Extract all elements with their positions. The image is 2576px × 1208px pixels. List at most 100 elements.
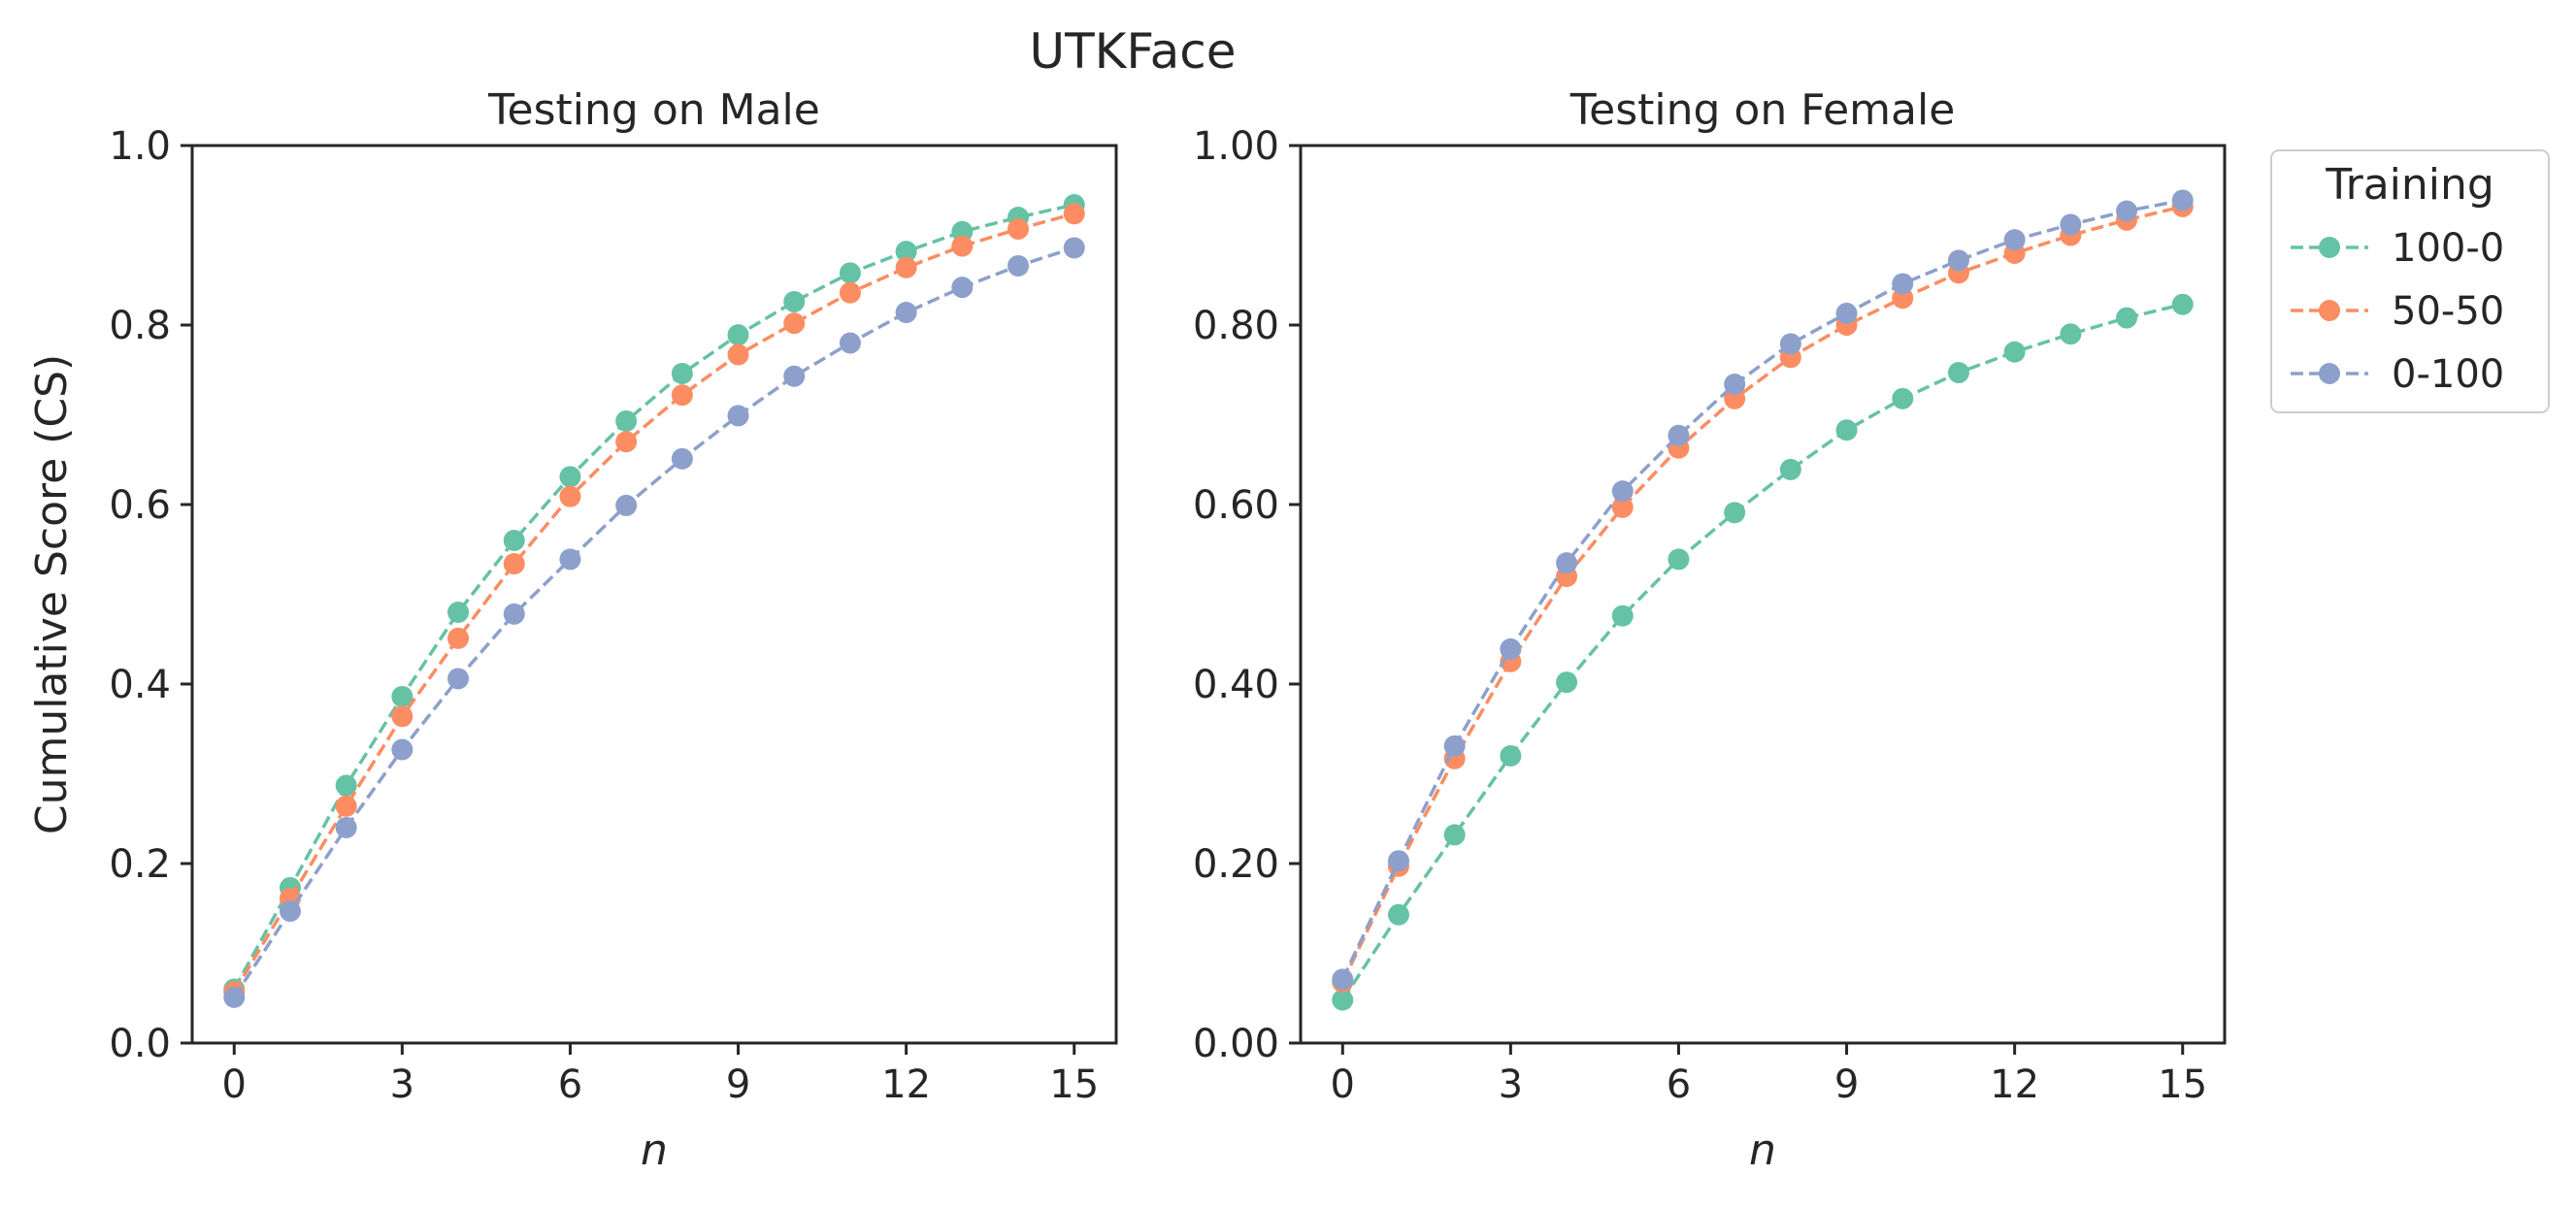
x-tick-label: 9 xyxy=(1834,1062,1859,1107)
data-point-0-100 xyxy=(951,277,974,299)
data-point-50-50 xyxy=(391,705,413,728)
data-point-0-100 xyxy=(2171,189,2194,212)
x-tick-label: 6 xyxy=(558,1062,582,1107)
data-point-100-0 xyxy=(671,362,693,384)
y-tick-label: 0.2 xyxy=(109,842,171,887)
axes-frame xyxy=(190,144,1118,1045)
legend-marker xyxy=(2319,363,2340,384)
axis-ticks: 0 3 6 9 12 15 0.0 0.2 0.4 0.6 0.8 1.0 xyxy=(109,124,1099,1107)
data-point-100-0 xyxy=(2116,307,2138,329)
x-tick-label: 0 xyxy=(1331,1062,1355,1107)
data-point-100-0 xyxy=(1892,387,1914,409)
data-point-0-100 xyxy=(1611,480,1634,503)
x-tick-label: 6 xyxy=(1667,1062,1691,1107)
data-point-100-0 xyxy=(1835,419,1858,441)
axis-ticks: 0 3 6 9 12 15 0.00 0.20 0.40 0.60 0.80 1.00 xyxy=(1193,124,2207,1107)
data-point-100-0 xyxy=(2171,293,2194,315)
series-line-50-50 xyxy=(1340,205,2184,983)
data-point-100-0 xyxy=(783,290,806,312)
data-point-100-0 xyxy=(1611,604,1634,627)
legend-box xyxy=(2270,149,2550,413)
data-point-0-100 xyxy=(895,302,917,324)
data-point-0-100 xyxy=(1668,424,1690,446)
data-point-0-100 xyxy=(783,365,806,387)
x-axis-label: n xyxy=(1749,1126,1776,1175)
data-point-0-100 xyxy=(615,494,638,516)
data-point-0-100 xyxy=(727,405,749,427)
data-point-50-50 xyxy=(671,384,693,407)
data-point-100-0 xyxy=(391,685,413,707)
data-point-100-0 xyxy=(559,466,581,488)
x-tick-label: 3 xyxy=(390,1062,414,1107)
series-line-100-0 xyxy=(1340,303,2184,1001)
data-point-50-50 xyxy=(839,281,861,304)
x-tick-label: 15 xyxy=(1049,1062,1099,1107)
data-point-0-100 xyxy=(671,447,693,470)
data-point-0-100 xyxy=(1556,552,1578,574)
data-point-50-50 xyxy=(503,553,525,575)
data-point-0-100 xyxy=(447,668,470,690)
subplot-testing-on-female: Testing on Female 0 3 6 9 12 15 0.00 0.20 0.40 0.… xyxy=(1193,85,2227,1175)
data-point-0-100 xyxy=(1724,374,1746,396)
legend-label: 100-0 xyxy=(2392,226,2504,271)
data-point-0-100 xyxy=(391,738,413,761)
data-point-50-50 xyxy=(895,256,917,278)
x-tick-label: 3 xyxy=(1499,1062,1523,1107)
data-point-0-100 xyxy=(2116,200,2138,222)
data-point-0-100 xyxy=(1500,637,1522,660)
data-point-100-0 xyxy=(895,241,917,263)
y-tick-label: 0.80 xyxy=(1193,304,1279,348)
data-point-100-0 xyxy=(447,602,470,623)
legend-entries: 100-0 50-50 0-100 xyxy=(2291,226,2504,397)
series-line-0-100 xyxy=(232,245,1075,998)
y-tick-label: 0.4 xyxy=(109,663,171,707)
series-group xyxy=(223,194,1085,1008)
data-point-0-100 xyxy=(839,332,861,354)
data-point-50-50 xyxy=(783,312,806,335)
data-point-100-0 xyxy=(1779,458,1801,480)
data-point-100-0 xyxy=(503,530,525,551)
y-axis-label: Cumulative Score (CS) xyxy=(27,354,77,834)
data-point-0-100 xyxy=(1063,237,1085,259)
data-point-0-100 xyxy=(1892,273,1914,295)
data-point-0-100 xyxy=(1835,302,1858,324)
data-point-100-0 xyxy=(335,774,357,797)
legend-label: 50-50 xyxy=(2392,289,2504,334)
data-point-0-100 xyxy=(1387,850,1409,872)
data-point-100-0 xyxy=(1556,671,1578,694)
data-point-0-100 xyxy=(1779,333,1801,355)
subplot-title: Testing on Female xyxy=(1569,85,1956,135)
y-tick-label: 0.6 xyxy=(109,483,171,528)
subplot-testing-on-male: Testing on Male 0 3 6 9 12 15 0.0 0.2 0.4 0.6 0.8 1… xyxy=(27,85,1118,1175)
series-group xyxy=(1332,189,2194,1011)
y-tick-label: 0.8 xyxy=(109,304,171,348)
x-axis-label: n xyxy=(641,1126,668,1175)
data-point-50-50 xyxy=(1611,496,1634,518)
subplot-title: Testing on Male xyxy=(487,85,820,135)
data-point-0-100 xyxy=(1443,735,1466,757)
y-tick-label: 1.0 xyxy=(109,124,171,169)
legend: Training 100-0 50-50 0-100 xyxy=(2270,149,2550,413)
x-tick-label: 12 xyxy=(881,1062,931,1107)
y-tick-label: 0.40 xyxy=(1193,663,1279,707)
legend-marker xyxy=(2319,300,2340,321)
data-point-100-0 xyxy=(1947,362,1969,384)
data-point-0-100 xyxy=(335,817,357,838)
data-point-50-50 xyxy=(951,235,974,257)
data-point-100-0 xyxy=(2003,341,2026,363)
data-point-50-50 xyxy=(559,485,581,507)
x-tick-label: 12 xyxy=(1990,1062,2039,1107)
data-point-50-50 xyxy=(1063,203,1085,225)
y-tick-label: 0.00 xyxy=(1193,1022,1279,1066)
data-point-100-0 xyxy=(1443,824,1466,846)
data-point-100-0 xyxy=(1500,745,1522,767)
data-point-50-50 xyxy=(1007,218,1030,241)
data-point-100-0 xyxy=(2060,323,2082,345)
data-point-0-100 xyxy=(2003,229,2026,251)
x-tick-label: 0 xyxy=(222,1062,247,1107)
series-line-100-0 xyxy=(232,203,1075,991)
legend-marker xyxy=(2319,237,2340,258)
data-point-100-0 xyxy=(1724,502,1746,524)
y-tick-label: 0.60 xyxy=(1193,483,1279,528)
data-point-0-100 xyxy=(1947,249,1969,272)
